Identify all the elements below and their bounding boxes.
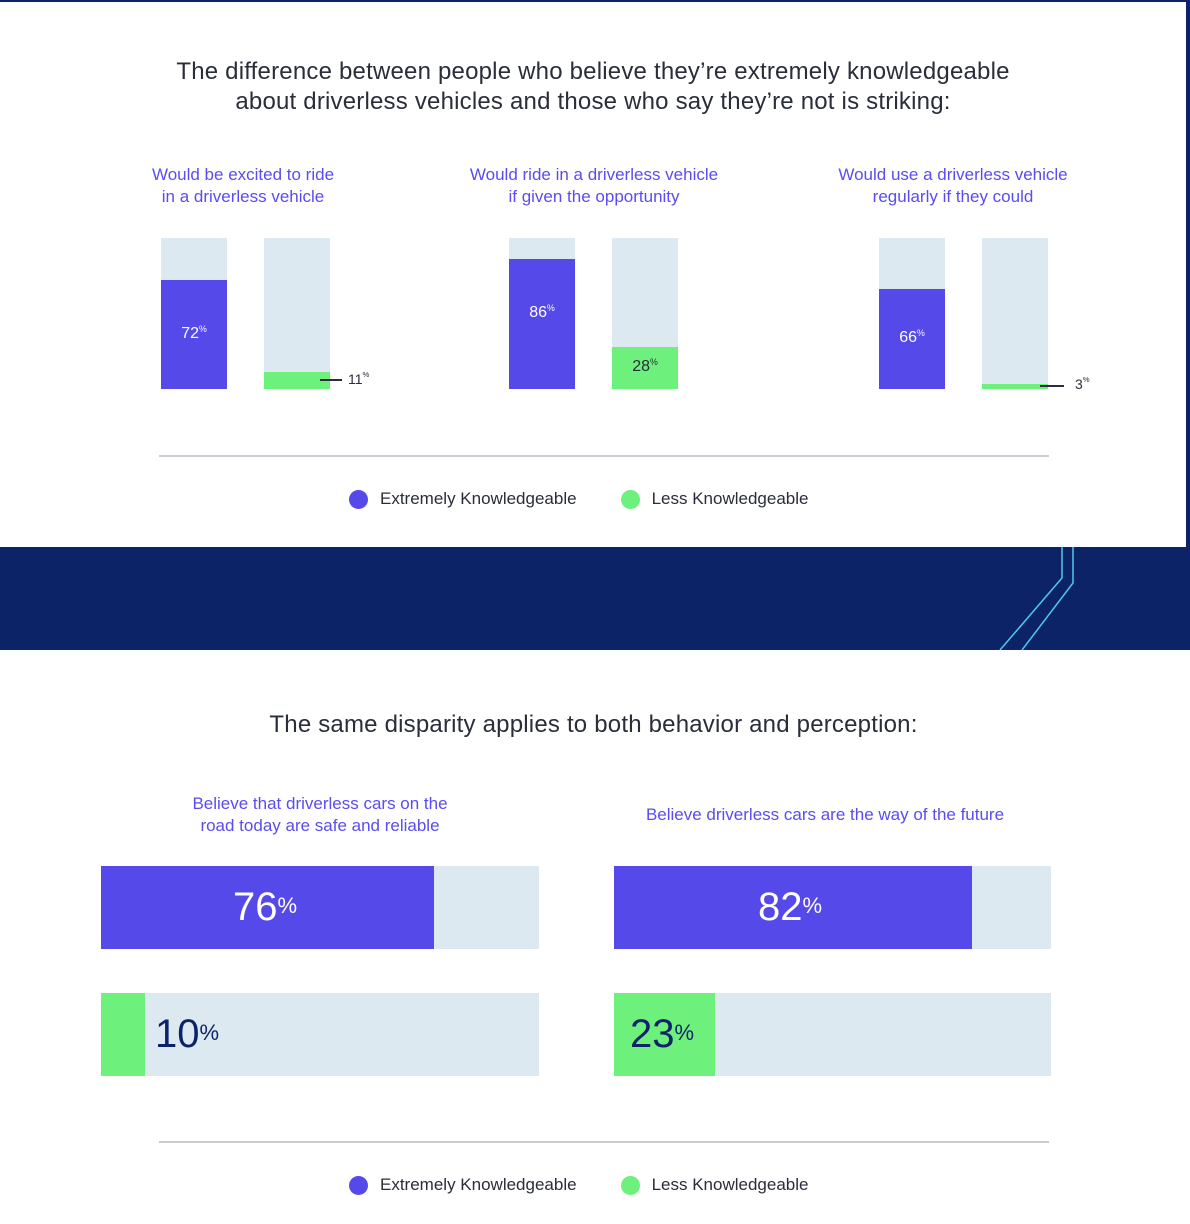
hbar-a-extremely-fill (101, 866, 434, 949)
group2-subtitle-line2: if given the opportunity (508, 187, 680, 206)
hbar-a-less-track: 10% (101, 993, 539, 1076)
bar-g3-less-track (982, 238, 1048, 389)
hbar-b-extremely-track: 82% (614, 866, 1051, 949)
bar-g1-extremely-fill (161, 280, 227, 389)
bar-g2-extremely-track (509, 238, 575, 389)
bar-g1-extremely-track (161, 238, 227, 389)
groupA-subtitle-line1: Believe that driverless cars on the (192, 794, 448, 813)
bar-g3-less-label: 3% (1075, 375, 1090, 392)
section2-headline: The same disparity applies to both behav… (269, 711, 918, 738)
bar-g1-less-fill (264, 372, 330, 389)
legend-less-label: Less Knowledgeable (651, 489, 809, 508)
group1-subtitle-line1: Would be excited to ride (151, 165, 335, 184)
legend-extremely-dot (349, 1175, 368, 1195)
groupB-subtitle: Believe driverless cars are the way of t… (600, 804, 1050, 826)
group1-subtitle: Would be excited to ride in a driverless… (93, 164, 393, 208)
bar-g2-less-track (612, 238, 678, 389)
groupA-subtitle-line2: road today are safe and reliable (200, 816, 440, 835)
legend-less: Less Knowledgeable (620, 489, 809, 509)
section1-legend: Extremely Knowledgeable Less Knowledgeab… (349, 489, 852, 509)
bar-g3-extremely-fill (879, 289, 945, 389)
hbar-a-less-label: 10% (155, 1012, 220, 1056)
section2-divider (159, 1141, 1049, 1143)
card-vertical-comparison: The difference between people who believ… (0, 2, 1186, 547)
group1-subtitle-line2: in a driverless vehicle (161, 187, 325, 206)
groupA-subtitle: Believe that driverless cars on the road… (120, 793, 520, 837)
legend-extremely-label: Extremely Knowledgeable (380, 489, 577, 508)
bar-g2-extremely-label: 86% (529, 303, 555, 321)
legend-less: Less Knowledgeable (620, 1175, 809, 1195)
hbar-a-less-fill (101, 993, 145, 1076)
bar-g1-extremely-label: 72% (181, 323, 207, 342)
section1-headline-line1: The difference between people who believ… (176, 58, 1010, 85)
hbar-a-extremely-track: 76% (101, 866, 539, 949)
bar-g1-less-label: 11% (348, 370, 370, 387)
hbar-b-extremely-fill (614, 866, 972, 949)
group2-subtitle-line1: Would ride in a driverless vehicle (469, 165, 719, 184)
bar-g2-less-label: 28% (632, 357, 658, 375)
bar-g3-extremely-label: 66% (899, 328, 925, 346)
bar-g1-less-leader (320, 379, 342, 381)
legend-extremely-label: Extremely Knowledgeable (380, 1175, 577, 1194)
section1-headline-line2: about driverless vehicles and those who … (235, 88, 951, 115)
legend-extremely: Extremely Knowledgeable (349, 1175, 577, 1195)
section1-divider (159, 455, 1049, 457)
section2-legend: Extremely Knowledgeable Less Knowledgeab… (349, 1175, 852, 1195)
hbar-b-less-fill (614, 993, 715, 1076)
group3-subtitle-line2: regularly if they could (872, 187, 1034, 206)
bar-g1-less-track (264, 238, 330, 389)
group3-subtitle-line1: Would use a driverless vehicle (838, 165, 1068, 184)
hbar-b-less-label: 23% (630, 1012, 695, 1056)
legend-less-label: Less Knowledgeable (651, 1175, 809, 1194)
group3-subtitle: Would use a driverless vehicle regularly… (803, 164, 1103, 208)
hbar-b-less-track: 23% (614, 993, 1051, 1076)
section1-headline: The difference between people who believ… (0, 57, 1186, 117)
bar-g2-less-fill (612, 347, 678, 389)
legend-less-dot (620, 1175, 640, 1195)
bar-g3-extremely-track (879, 238, 945, 389)
card-horizontal-comparison: The same disparity applies to both behav… (0, 650, 1190, 1224)
group2-subtitle: Would ride in a driverless vehicle if gi… (434, 164, 754, 208)
legend-extremely-dot (349, 489, 368, 509)
bar-g3-less-leader (1040, 385, 1064, 387)
groupB-subtitle-line1: Believe driverless cars are the way of t… (645, 805, 1005, 824)
legend-extremely: Extremely Knowledgeable (349, 489, 577, 509)
hbar-b-extremely-label: 82% (758, 885, 823, 929)
legend-less-dot (620, 489, 640, 509)
bar-g3-less-fill (982, 384, 1048, 389)
hbar-a-extremely-label: 76% (233, 885, 298, 929)
bar-g2-extremely-fill (509, 259, 575, 389)
